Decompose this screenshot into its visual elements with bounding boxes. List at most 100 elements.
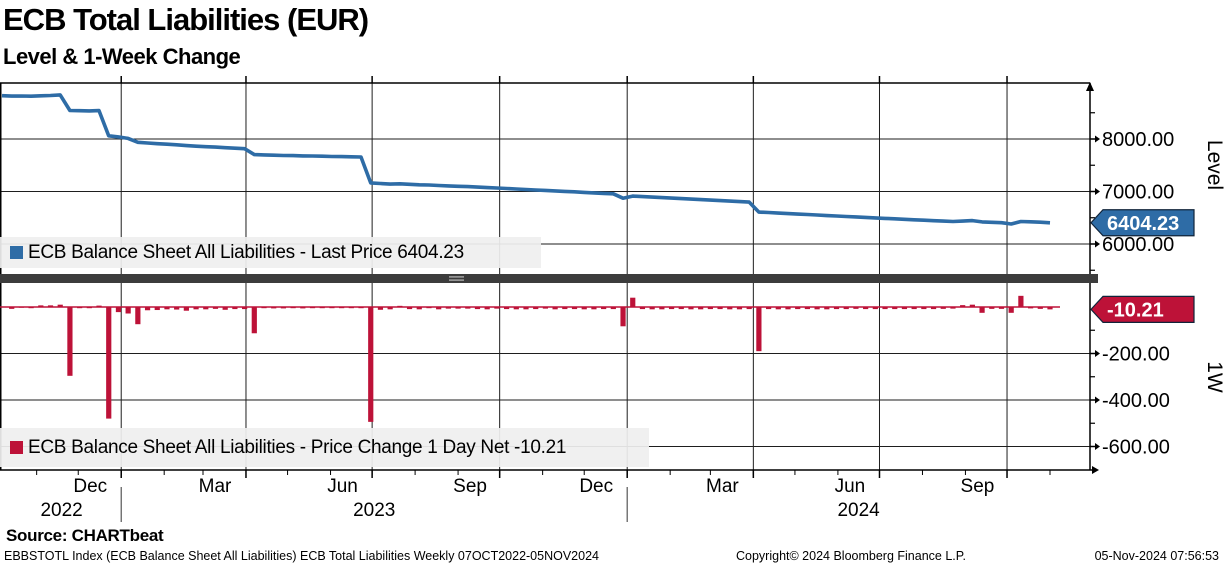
change-bar bbox=[1018, 295, 1024, 307]
change-bar bbox=[319, 307, 325, 309]
footer-copyright: Copyright© 2024 Bloomberg Finance L.P. bbox=[736, 549, 966, 563]
change-bar bbox=[892, 307, 898, 310]
change-bar bbox=[125, 307, 131, 314]
change-bar bbox=[416, 307, 422, 310]
change-bar bbox=[1008, 307, 1014, 313]
change-bar bbox=[659, 307, 665, 310]
change-bar bbox=[67, 307, 73, 376]
axis-arrow-right-icon bbox=[1092, 466, 1099, 474]
change-bar bbox=[940, 307, 946, 309]
change-bar bbox=[746, 307, 752, 310]
change-bar bbox=[571, 307, 578, 310]
change-bar bbox=[1047, 307, 1053, 310]
change-bar bbox=[513, 307, 519, 310]
change-bar bbox=[280, 307, 287, 309]
footer-ticker-info: EBBSTOTL Index (ECB Balance Sheet All Li… bbox=[4, 549, 599, 563]
change-bar bbox=[649, 307, 655, 310]
change-bar bbox=[523, 307, 529, 310]
panel-divider bbox=[0, 274, 1098, 283]
change-bar bbox=[309, 307, 316, 309]
change-bar bbox=[368, 307, 374, 422]
change-bar bbox=[203, 307, 209, 310]
change-bar bbox=[261, 307, 267, 309]
change-bar bbox=[795, 307, 801, 310]
month-label: Mar bbox=[706, 476, 739, 497]
change-bar bbox=[960, 305, 966, 307]
change-bar bbox=[494, 307, 500, 309]
change-bar bbox=[222, 307, 228, 310]
change-bar bbox=[193, 307, 199, 310]
change-bar bbox=[212, 307, 219, 309]
change-bar bbox=[47, 305, 54, 307]
change-bar bbox=[290, 307, 296, 309]
change-bar bbox=[678, 307, 684, 310]
ytick-label: -400.00 bbox=[1102, 390, 1170, 412]
change-bar bbox=[9, 307, 15, 309]
last-price-tag-value: 6404.23 bbox=[1107, 213, 1179, 235]
change-bar bbox=[164, 307, 170, 310]
legend-level-label: ECB Balance Sheet All Liabilities - Last… bbox=[28, 241, 464, 263]
change-bar bbox=[601, 307, 607, 310]
ytick-label: 6000.00 bbox=[1102, 234, 1174, 256]
change-bar bbox=[639, 307, 646, 310]
month-label: Sep bbox=[453, 476, 487, 497]
change-bar bbox=[436, 307, 442, 310]
y-tick-arrow-icon bbox=[1095, 396, 1100, 404]
y-tick-arrow-icon bbox=[1095, 188, 1100, 195]
month-label: Sep bbox=[961, 476, 995, 497]
change-bar bbox=[251, 307, 257, 334]
axis-arrow-up-icon bbox=[1086, 82, 1094, 91]
change-bar bbox=[387, 307, 393, 310]
month-label: Jun bbox=[835, 476, 866, 497]
change-bar bbox=[785, 307, 791, 310]
change-bar bbox=[533, 307, 539, 310]
source-label: Source: CHARTbeat bbox=[6, 526, 164, 545]
change-bar bbox=[688, 307, 694, 310]
change-bar bbox=[484, 307, 490, 310]
divider-grip-icon bbox=[449, 279, 464, 281]
change-bar bbox=[979, 307, 985, 313]
change-bar bbox=[154, 307, 160, 311]
change-bar bbox=[591, 307, 597, 310]
y-tick-arrow-icon bbox=[1095, 443, 1100, 450]
change-bar bbox=[620, 307, 626, 327]
ytick-label: 7000.00 bbox=[1102, 182, 1174, 204]
change-bar bbox=[698, 307, 704, 310]
change-bar bbox=[717, 307, 723, 310]
month-label: Dec bbox=[579, 476, 613, 497]
change-bar bbox=[115, 307, 122, 313]
divider-grip-icon bbox=[449, 276, 464, 278]
change-bar bbox=[998, 307, 1005, 309]
year-label: 2024 bbox=[837, 500, 880, 521]
change-bar bbox=[86, 307, 92, 309]
change-bar bbox=[950, 307, 956, 309]
page-subtitle: Level & 1-Week Change bbox=[3, 44, 241, 69]
ytick-label: -600.00 bbox=[1102, 437, 1170, 459]
change-bar bbox=[445, 307, 451, 309]
change-bar bbox=[426, 307, 432, 309]
change-bar bbox=[562, 307, 568, 310]
change-bar bbox=[882, 307, 888, 310]
change-bar bbox=[300, 307, 306, 309]
change-bar bbox=[38, 305, 44, 307]
change-bar bbox=[474, 307, 481, 310]
year-label: 2022 bbox=[40, 500, 82, 521]
change-bar bbox=[542, 307, 549, 309]
page-title: ECB Total Liabilities (EUR) bbox=[3, 2, 369, 37]
change-bar bbox=[804, 307, 811, 310]
change-bar bbox=[106, 307, 112, 419]
last-change-tag-value: -10.21 bbox=[1107, 299, 1164, 321]
change-bar bbox=[930, 307, 937, 310]
change-bar bbox=[358, 307, 364, 309]
change-bar bbox=[57, 304, 63, 307]
change-bar bbox=[241, 307, 248, 310]
change-bar bbox=[911, 307, 917, 310]
last-change-tag bbox=[1090, 295, 1195, 323]
change-bar bbox=[824, 307, 830, 310]
change-bar bbox=[814, 307, 820, 310]
change-bar bbox=[610, 307, 616, 310]
change-bar bbox=[833, 307, 840, 310]
month-label: Mar bbox=[199, 476, 232, 497]
month-label: Jun bbox=[327, 476, 358, 497]
